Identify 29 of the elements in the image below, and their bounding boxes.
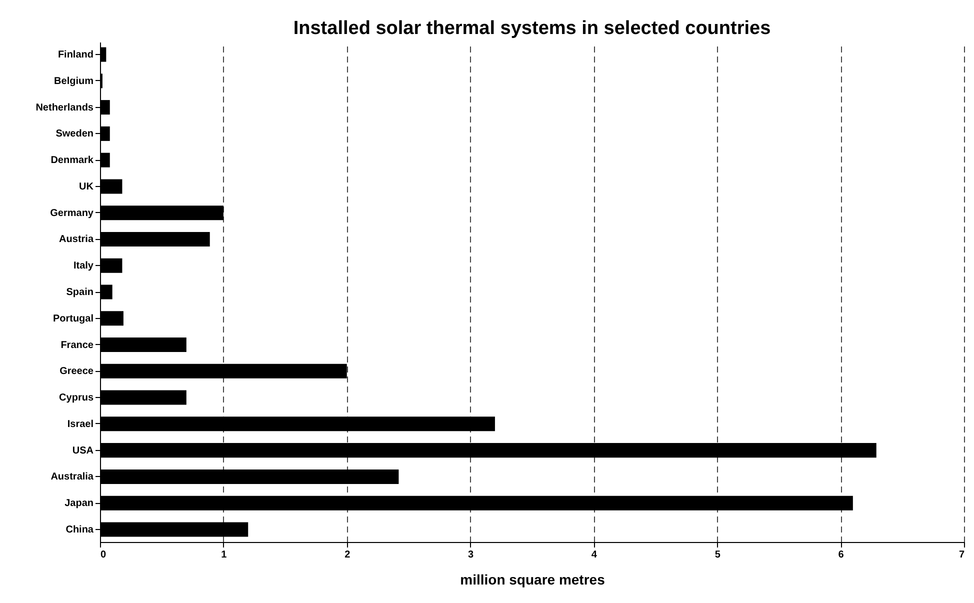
y-tick-label: USA bbox=[72, 445, 94, 456]
x-axis-title: million square metres bbox=[460, 572, 606, 588]
y-tick-label: UK bbox=[79, 181, 94, 192]
x-tick-label: 5 bbox=[714, 550, 721, 560]
x-tick-label: 0 bbox=[100, 550, 106, 560]
x-tick-label: 7 bbox=[958, 550, 965, 560]
y-tick-label: Belgium bbox=[54, 76, 94, 87]
y-tick-label: Sweden bbox=[56, 128, 94, 140]
y-tick-label: Japan bbox=[64, 498, 94, 510]
y-tick-label: France bbox=[60, 340, 94, 351]
y-tick-label: Portugal bbox=[52, 313, 94, 324]
y-tick-label: Netherlands bbox=[36, 102, 94, 114]
y-tick-label: Spain bbox=[66, 287, 94, 298]
x-tick-label: 4 bbox=[591, 550, 598, 560]
chart-title: Installed solar thermal systems in selected countries bbox=[293, 18, 771, 39]
y-tick-label: China bbox=[66, 524, 94, 536]
y-tick-label: Denmark bbox=[50, 155, 94, 166]
y-tick-label: Greece bbox=[60, 366, 94, 378]
y-tick-label: Cyprus bbox=[59, 392, 94, 404]
y-tick-label: Finland bbox=[58, 50, 94, 61]
y-tick-label: Germany bbox=[50, 208, 94, 219]
x-tick-label: 2 bbox=[344, 550, 351, 560]
x-tick-label: 3 bbox=[468, 550, 474, 560]
y-tick-label: Austria bbox=[59, 234, 94, 246]
y-tick-label: Italy bbox=[73, 260, 94, 272]
x-tick-label: 1 bbox=[221, 550, 228, 560]
x-tick-label: 6 bbox=[838, 550, 844, 560]
y-tick-label: Australia bbox=[50, 472, 94, 483]
y-tick-label: Israel bbox=[67, 418, 94, 430]
